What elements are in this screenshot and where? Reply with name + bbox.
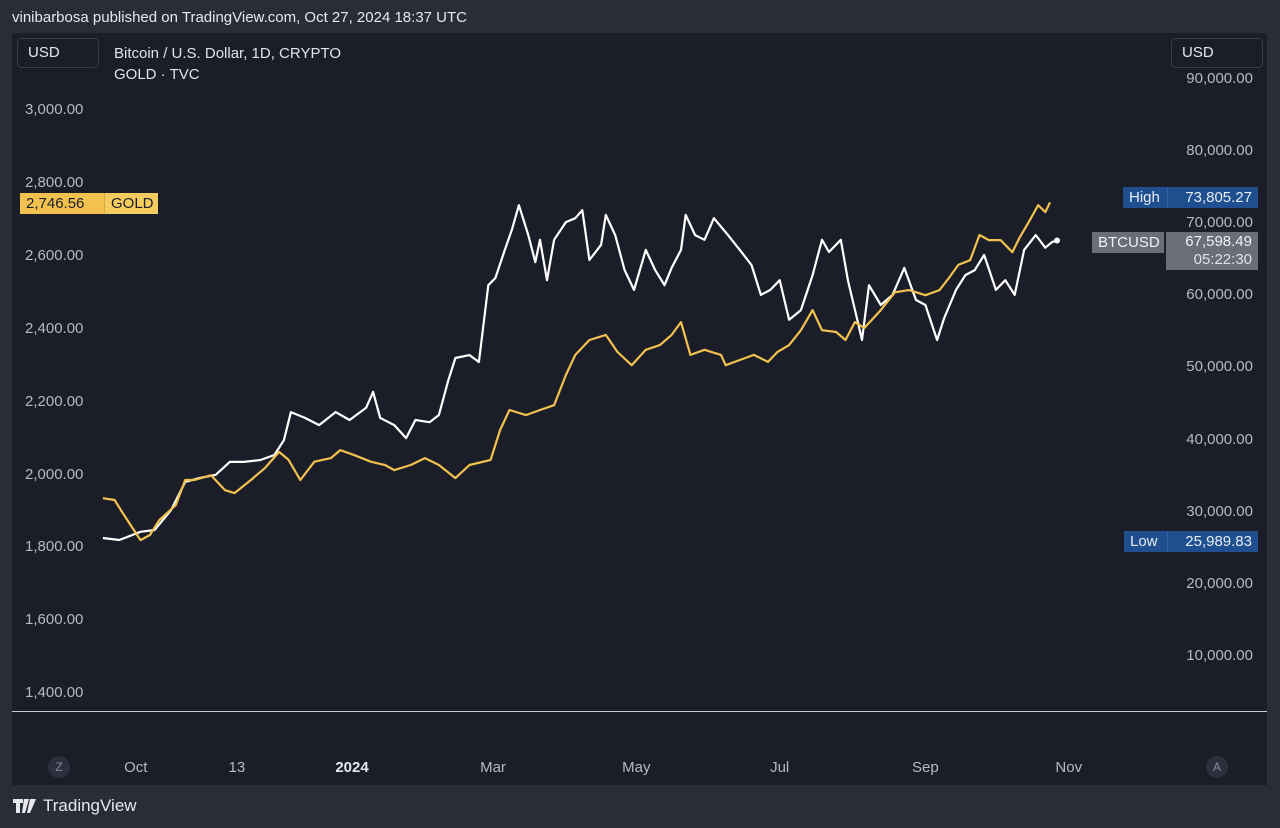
- right-axis-tick: 80,000.00: [1186, 142, 1253, 160]
- left-axis-tick: 1,600.00: [25, 611, 84, 629]
- left-axis-tick: 2,800.00: [25, 173, 84, 191]
- time-axis-separator: [12, 711, 1267, 712]
- btc-price-tag: 67,598.49 05:22:30: [1166, 232, 1258, 270]
- tradingview-logo[interactable]: TradingView: [13, 796, 137, 816]
- publish-info: vinibarbosa published on TradingView.com…: [12, 9, 467, 26]
- right-axis-tick: 20,000.00: [1186, 574, 1253, 592]
- legend-btc[interactable]: Bitcoin / U.S. Dollar, 1D, CRYPTO: [114, 45, 342, 62]
- right-axis-tick: 10,000.00: [1186, 646, 1253, 664]
- auto-scale-button[interactable]: A: [1206, 756, 1228, 778]
- tradingview-logo-icon: [13, 799, 36, 813]
- gold-name-tag: GOLD: [104, 193, 158, 214]
- legend-gold[interactable]: GOLD · TVC: [114, 66, 200, 83]
- time-axis-tick: 13: [228, 759, 246, 776]
- left-axis-tick: 3,000.00: [25, 101, 84, 118]
- right-axis-tick: 60,000.00: [1186, 286, 1253, 304]
- zoom-reset-button[interactable]: Z: [48, 756, 70, 778]
- gold-price-tag: 2,746.56: [20, 193, 104, 214]
- right-currency-button[interactable]: USD: [1171, 38, 1263, 68]
- tradingview-brand: TradingView: [43, 796, 137, 815]
- right-axis-tick: 40,000.00: [1186, 430, 1253, 448]
- left-axis-tick: 2,600.00: [25, 246, 84, 264]
- time-axis-tick: Jul: [770, 759, 790, 776]
- right-axis-tick: 70,000.00: [1186, 214, 1253, 232]
- left-axis-tick: 2,200.00: [25, 392, 84, 410]
- time-axis-tick: Nov: [1055, 759, 1083, 776]
- time-axis-tick: May: [622, 759, 651, 776]
- left-axis-tick: 1,800.00: [25, 538, 84, 556]
- series-line-btcusd[interactable]: [102, 204, 1058, 542]
- left-axis-tick: 2,000.00: [25, 465, 84, 483]
- left-axis-tick: 1,400.00: [25, 684, 84, 702]
- right-axis-tick: 30,000.00: [1186, 502, 1253, 520]
- time-axis-tick: Sep: [912, 759, 939, 776]
- btc-bar-countdown: 05:22:30: [1193, 251, 1252, 268]
- time-axis-tick: Oct: [124, 759, 148, 776]
- high-value-tag: 73,805.27: [1167, 187, 1258, 208]
- right-axis-tick: 90,000.00: [1186, 70, 1253, 87]
- series-line-gold[interactable]: [102, 201, 1051, 542]
- high-label-tag: High: [1123, 187, 1167, 208]
- right-axis-tick: 50,000.00: [1186, 358, 1253, 376]
- low-value-tag: 25,989.83: [1167, 531, 1258, 552]
- btc-last-price-marker: [1054, 237, 1060, 244]
- left-currency-button[interactable]: USD: [17, 38, 99, 68]
- time-axis-tick: 2024: [335, 759, 369, 776]
- left-axis-tick: 2,400.00: [25, 319, 84, 337]
- btc-name-tag: BTCUSD: [1092, 232, 1164, 253]
- low-label-tag: Low: [1124, 531, 1167, 552]
- time-axis-tick: Mar: [480, 759, 506, 776]
- btc-price-value: 67,598.49: [1185, 233, 1252, 250]
- chart-pane[interactable]: [12, 33, 1267, 785]
